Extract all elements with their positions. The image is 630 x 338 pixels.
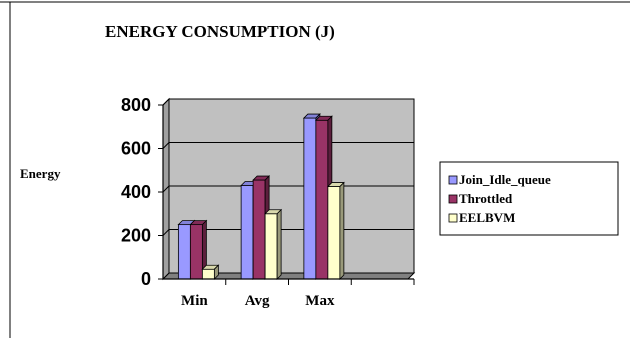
- bars-group: [177, 113, 345, 280]
- legend-swatch: [448, 194, 458, 204]
- legend-label: Join_Idle_queue: [459, 172, 551, 187]
- legend-label: Throttled: [459, 191, 513, 206]
- legend-label: EELBVM: [459, 210, 515, 225]
- y-tick-label: 0: [141, 269, 151, 289]
- legend: Join_Idle_queue Throttled EELBVM: [439, 161, 619, 236]
- legend-swatch: [448, 175, 458, 185]
- bar-EELBVM-Min: [201, 264, 220, 280]
- x-category-label: Max: [305, 293, 335, 309]
- gridline: [162, 185, 170, 193]
- y-tick-labels: 0 200 400 600 800: [121, 95, 151, 289]
- plot-area: [161, 97, 416, 281]
- y-tick-label: 400: [121, 182, 151, 202]
- gridline: [162, 229, 170, 236]
- gridline: [162, 98, 170, 106]
- x-category-label: Min: [181, 293, 208, 309]
- x-category-labels: Min Avg Max: [181, 293, 335, 309]
- bar-EELBVM-Avg: [264, 208, 283, 280]
- chart-title: ENERGY CONSUMPTION (J): [105, 22, 335, 41]
- y-tick-label: 600: [121, 139, 151, 159]
- bar-Throttled-Min: [189, 219, 208, 280]
- gridline: [162, 142, 170, 149]
- axes-group: [158, 104, 415, 285]
- x-category-label: Avg: [245, 293, 270, 309]
- legend-box: [439, 161, 619, 236]
- y-tick-label: 200: [121, 226, 151, 246]
- y-axis-label: Energy: [20, 166, 61, 181]
- bar-EELBVM-Max: [326, 181, 345, 280]
- y-tick-label: 800: [121, 95, 151, 115]
- legend-swatch: [448, 213, 458, 223]
